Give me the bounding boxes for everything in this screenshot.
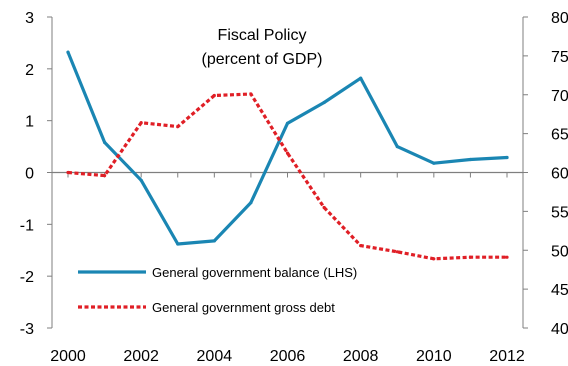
x-tick-label: 2000: [50, 348, 86, 365]
legend-label-balance: General government balance (LHS): [152, 265, 357, 280]
left-tick-label: -3: [20, 321, 34, 338]
right-tick-label: 40: [551, 321, 568, 338]
gross-debt-point: [432, 257, 436, 261]
gross-debt-point: [468, 255, 472, 259]
x-tick-label: 2004: [197, 348, 233, 365]
gross-debt-point: [176, 125, 180, 129]
x-tick-label: 2002: [123, 348, 159, 365]
left-tick-label: -1: [20, 217, 34, 234]
balance-point: [468, 157, 472, 162]
balance-point: [103, 140, 107, 144]
gross-debt-point: [395, 250, 399, 254]
gross-debt-point: [212, 93, 216, 98]
right-tick-label: 80: [551, 10, 568, 27]
x-tick-label: 2012: [489, 348, 525, 365]
balance-line: [66, 50, 509, 246]
balance-point: [505, 155, 509, 160]
gross-debt-point: [103, 174, 107, 178]
x-tick-label: 2006: [270, 348, 306, 365]
x-tick-label: 2008: [343, 348, 379, 365]
chart-title: Fiscal Policy: [218, 27, 307, 44]
balance-point: [322, 100, 326, 105]
left-tick-label: 1: [25, 114, 34, 131]
left-tick-label: 3: [25, 10, 34, 27]
right-tick-label: 60: [551, 166, 568, 183]
gross-debt-point: [66, 170, 70, 175]
right-tick-label: 75: [551, 49, 568, 66]
gross-debt-point: [359, 244, 363, 248]
left-tick-label: -2: [20, 269, 34, 286]
balance-point: [359, 76, 363, 80]
balance-point: [249, 201, 253, 205]
right-tick-label: 70: [551, 88, 568, 105]
gross-debt-point: [322, 205, 326, 210]
x-tick-label: 2010: [416, 348, 452, 365]
balance-point: [432, 161, 436, 165]
balance-point: [66, 50, 70, 54]
right-tick-label: 45: [551, 282, 568, 299]
balance-point: [395, 145, 399, 149]
left-tick-label: 0: [25, 166, 34, 183]
balance-point: [176, 242, 180, 246]
legend: General government balance (LHS) General …: [78, 265, 357, 315]
left-tick-label: 2: [25, 62, 34, 79]
chart-subtitle: (percent of GDP): [202, 51, 323, 68]
right-tick-label: 50: [551, 243, 568, 260]
gross-debt-point: [505, 255, 509, 259]
gross-debt-point: [285, 151, 290, 155]
right-tick-label: 55: [551, 204, 568, 221]
gross-debt-point: [139, 121, 143, 125]
legend-label-gross-debt: General government gross debt: [152, 300, 335, 315]
right-tick-label: 65: [551, 127, 568, 144]
balance-point: [285, 121, 290, 125]
gross-debt-point: [249, 92, 253, 96]
balance-point: [139, 178, 143, 182]
balance-point: [212, 239, 216, 243]
